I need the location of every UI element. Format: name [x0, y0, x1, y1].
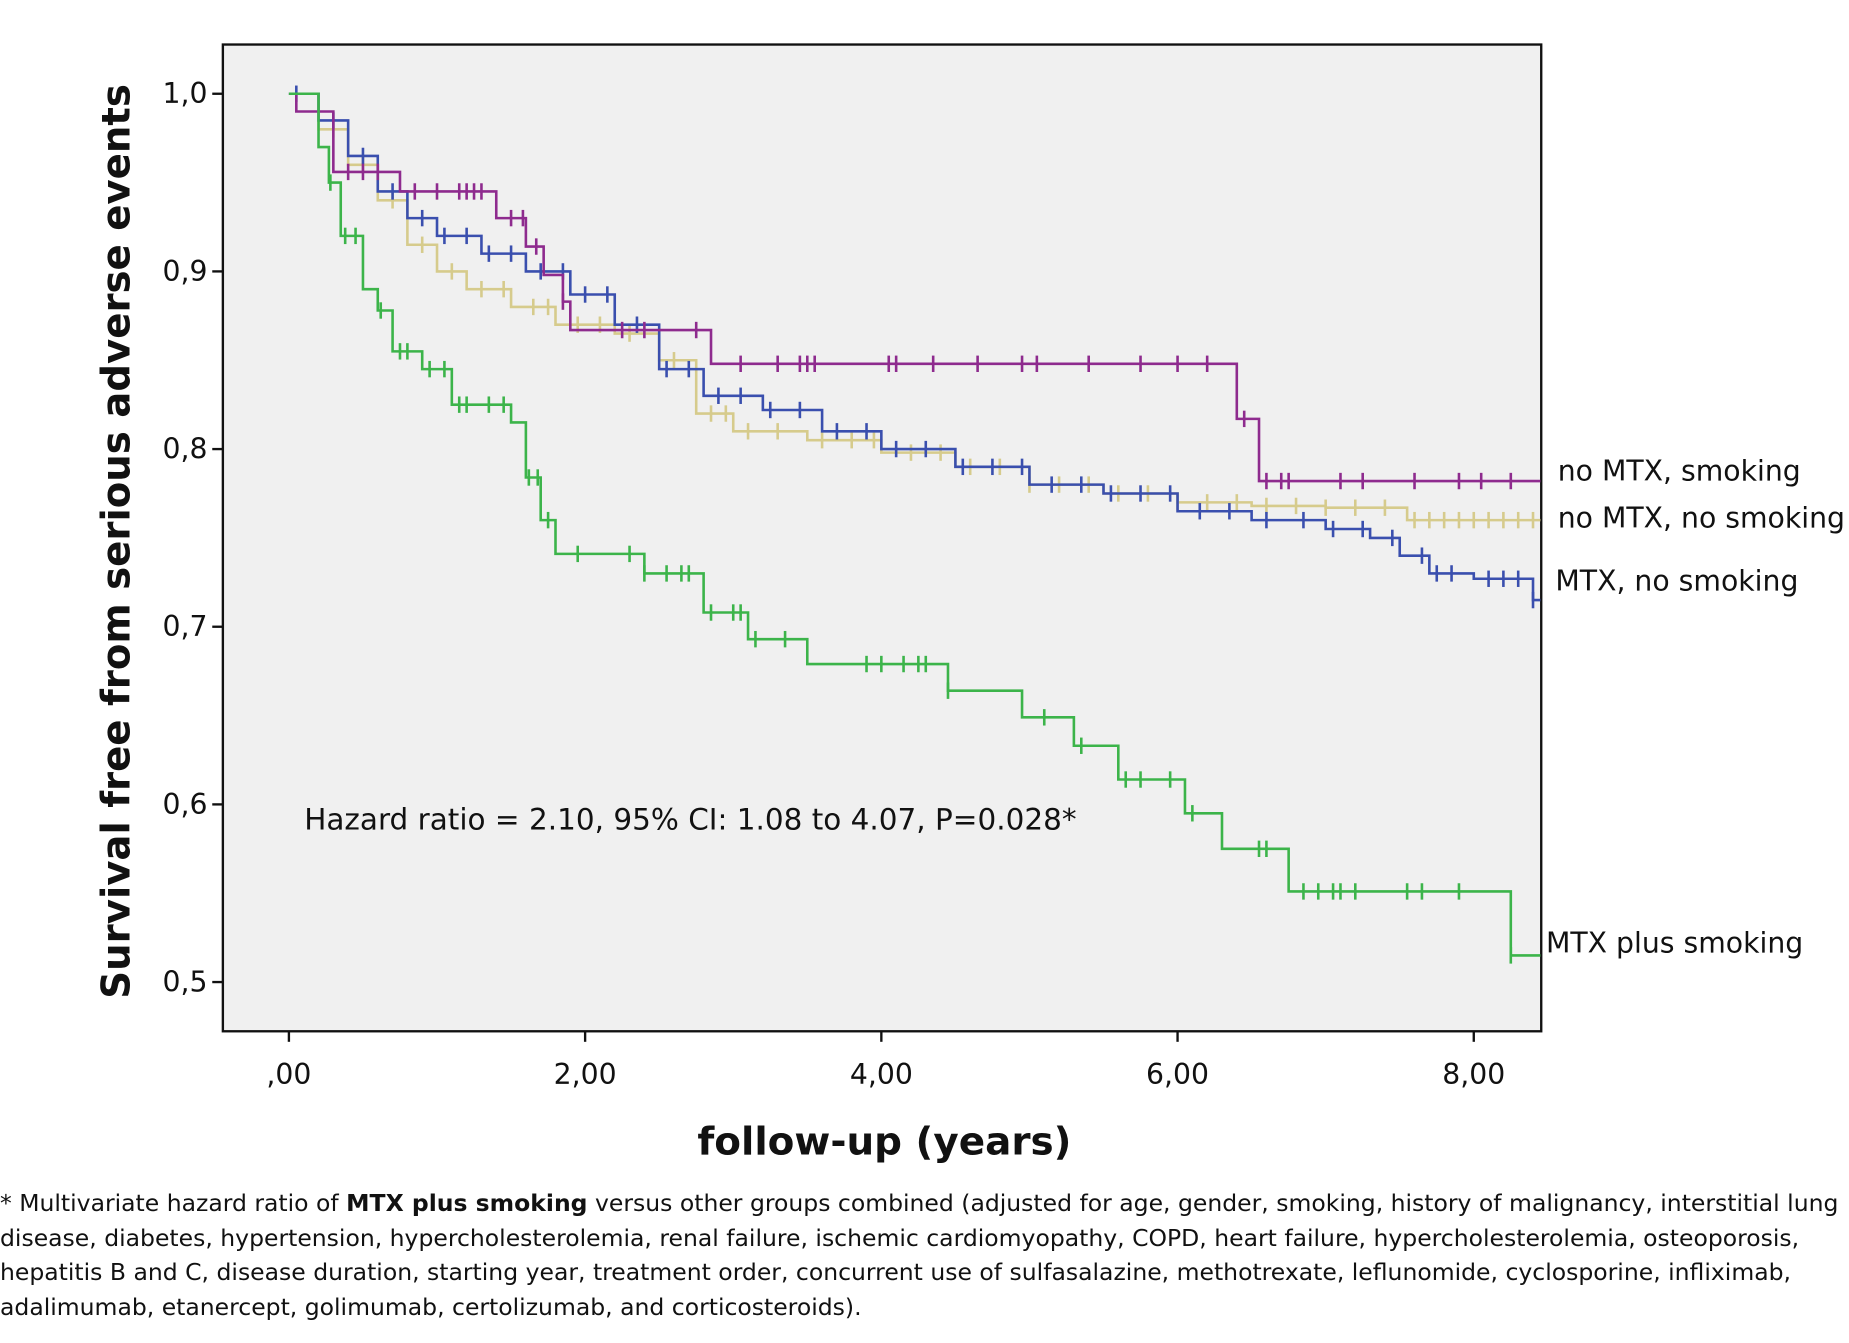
series-label-no-mtx-no-smoking: no MTX, no smoking	[1558, 501, 1845, 534]
x-tick-label: 6,00	[1146, 1058, 1209, 1091]
y-tick-label: 1,0	[163, 77, 208, 110]
footnote-prefix: * Multivariate hazard ratio of	[0, 1189, 347, 1217]
x-axis-label: follow-up (years)	[697, 1119, 1071, 1164]
series-mtx-no-smoking	[288, 85, 1541, 609]
x-tick-label: 2,00	[554, 1058, 617, 1091]
y-tick-label: 0,8	[163, 433, 208, 466]
x-tick-label: 4,00	[850, 1058, 913, 1091]
series-no-mtx-smoking	[288, 92, 1541, 490]
hazard-ratio-annotation: Hazard ratio = 2.10, 95% CI: 1.08 to 4.0…	[304, 803, 1076, 837]
x-tick-label: ,00	[266, 1058, 311, 1091]
footnote-suffix: versus other groups combined (adjusted f…	[0, 1189, 1839, 1321]
footnote: * Multivariate hazard ratio of MTX plus …	[0, 1186, 1849, 1324]
series-label-mtx-no-smoking: MTX, no smoking	[1555, 565, 1798, 598]
survival-curve	[288, 92, 1541, 483]
y-tick-label: 0,9	[163, 255, 208, 288]
y-tick-label: 0,6	[163, 788, 208, 821]
series-label-no-mtx-smoking: no MTX, smoking	[1558, 455, 1801, 488]
series-label-mtx-plus-smoking: MTX plus smoking	[1546, 927, 1803, 960]
series-mtx-plus-smoking	[288, 92, 1541, 964]
y-tick-label: 0,5	[163, 966, 208, 999]
footnote-bold: MTX plus smoking	[346, 1189, 588, 1217]
y-tick-label: 0,7	[163, 610, 208, 643]
x-tick-label: 8,00	[1442, 1058, 1505, 1091]
plot-area	[221, 43, 1543, 1033]
y-axis-label: Survival free from serious adverse event…	[95, 84, 140, 999]
survival-curve	[288, 92, 1541, 957]
